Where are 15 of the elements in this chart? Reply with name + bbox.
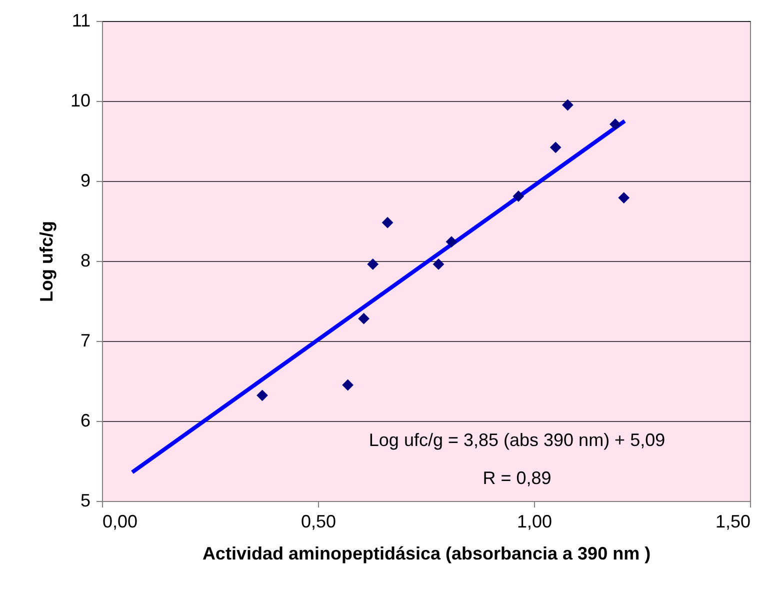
x-tick-label: 0,00	[102, 512, 138, 532]
y-tick-label: 5	[80, 490, 90, 510]
y-tick-label: 8	[80, 250, 90, 270]
x-axis-title: Actividad aminopeptidásica (absorbancia a 390 nm )	[202, 544, 651, 564]
annotation: Log ufc/g = 3,85 (abs 390 nm) + 5,09	[368, 430, 666, 450]
y-tick-label: 9	[80, 170, 90, 190]
x-tick-label: 1,50	[715, 512, 750, 532]
y-tick-label: 11	[72, 10, 90, 30]
y-tick-label: 7	[80, 330, 90, 350]
x-tick-label: 0,50	[300, 512, 336, 532]
y-tick-label: 6	[80, 410, 90, 430]
x-tick-label: 1,00	[516, 512, 552, 532]
annotation: R = 0,89	[482, 468, 552, 488]
y-axis-title: Log ufc/g	[36, 221, 56, 302]
y-tick-label: 10	[70, 90, 90, 110]
